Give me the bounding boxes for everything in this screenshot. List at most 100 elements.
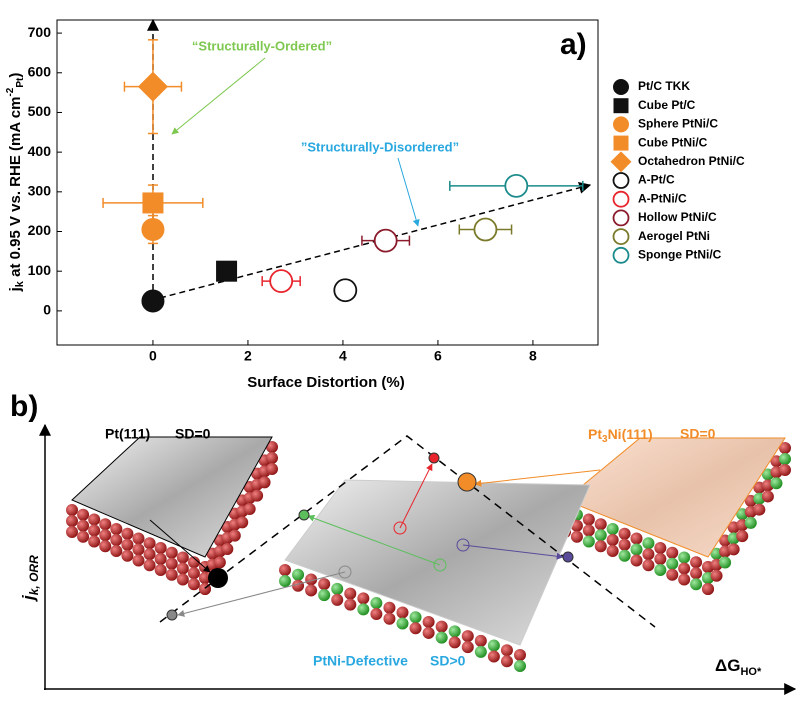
atom [702,583,714,595]
legend-label: Octahedron PtNi/C [638,154,745,168]
site-marker [433,558,447,572]
atom [719,556,732,569]
atom [165,557,178,570]
atom [690,567,703,580]
atom [618,549,631,562]
atom [305,573,318,586]
point [142,192,164,214]
atom [514,660,526,672]
atom [132,532,145,545]
legend-label: Cube Pt/C [638,98,696,112]
atom [66,526,78,538]
legend-label: A-PtNi/C [638,191,687,205]
atom [448,625,461,638]
atom [654,553,667,565]
point [613,116,629,133]
atom [370,608,383,621]
volcano-line [159,435,656,628]
atom [666,557,679,570]
atom [132,554,145,567]
x-axis-title-part: ΔG [715,656,740,675]
atom [396,617,409,630]
atom [435,620,448,633]
atom [770,477,783,490]
atom [279,575,291,587]
legend-label: A-Pt/C [638,173,675,187]
atom [88,535,101,548]
pointer-arrow [474,469,601,487]
point [504,173,529,198]
atom [77,508,90,521]
y-axis-title-part: -2 [5,87,16,96]
atom [121,549,134,562]
atom [630,532,643,545]
y-axis-title-part: ) [7,73,24,78]
y-tick-label: 300 [28,183,52,199]
slab-title: Pt(111) [105,426,150,442]
x-axis-title: Surface Distortion (%) [247,374,405,391]
point [612,246,630,264]
atom [305,584,318,597]
atom [77,519,90,532]
atom [642,537,655,550]
atom [357,603,370,616]
atom [779,464,791,476]
atom [132,543,145,556]
atom [251,489,264,502]
atom [154,553,167,565]
y-axis-title-part: Pt [15,77,26,88]
atom [618,527,631,540]
atom [666,568,679,581]
atom [266,463,278,475]
x-tick-label: 6 [434,348,442,364]
atom [642,559,655,572]
point [333,278,358,303]
atom [678,573,691,586]
atom [594,529,607,542]
atom [582,524,595,537]
atom [266,441,278,453]
atom [266,452,278,464]
slab-sd: SD=0 [175,426,211,442]
point [612,209,630,227]
pointer-arrow [399,463,433,529]
point [612,190,630,208]
point [612,172,630,189]
atom [570,530,583,543]
y-tick-label: 200 [28,222,52,238]
slab-title: Pt3Ni(111) [588,426,653,445]
atom [110,545,123,557]
y-axis-title-part: at 0.95 V vs. RHE (mA cm [7,97,24,282]
atom [461,630,474,643]
site-marker [166,609,178,621]
atom [753,503,766,516]
atom [435,631,448,644]
point [612,228,630,246]
annotation-arrow [397,157,420,227]
point [216,260,238,282]
annotation: “Structurally-Ordered” [192,38,332,53]
y-axis-title-part: k [14,280,26,287]
atom [727,543,740,556]
pointer-arrow [149,519,211,573]
atom [396,606,409,619]
atom [165,568,178,581]
defective-surface [284,479,591,646]
legend-label: Cube PtNi/C [638,135,708,149]
x-tick-label: 4 [339,348,347,364]
x-tick-label: 0 [149,348,157,364]
slab-sd: SD>0 [430,653,466,669]
atom [110,534,123,546]
atom [88,513,101,526]
y-tick-label: 400 [28,143,52,159]
atom [357,592,370,605]
atom [383,612,396,625]
panel-label: a) [560,28,587,61]
atom [710,569,723,582]
point [610,151,632,173]
atom [422,626,435,639]
pt3ni-surface [564,437,786,558]
site-marker [393,521,407,535]
